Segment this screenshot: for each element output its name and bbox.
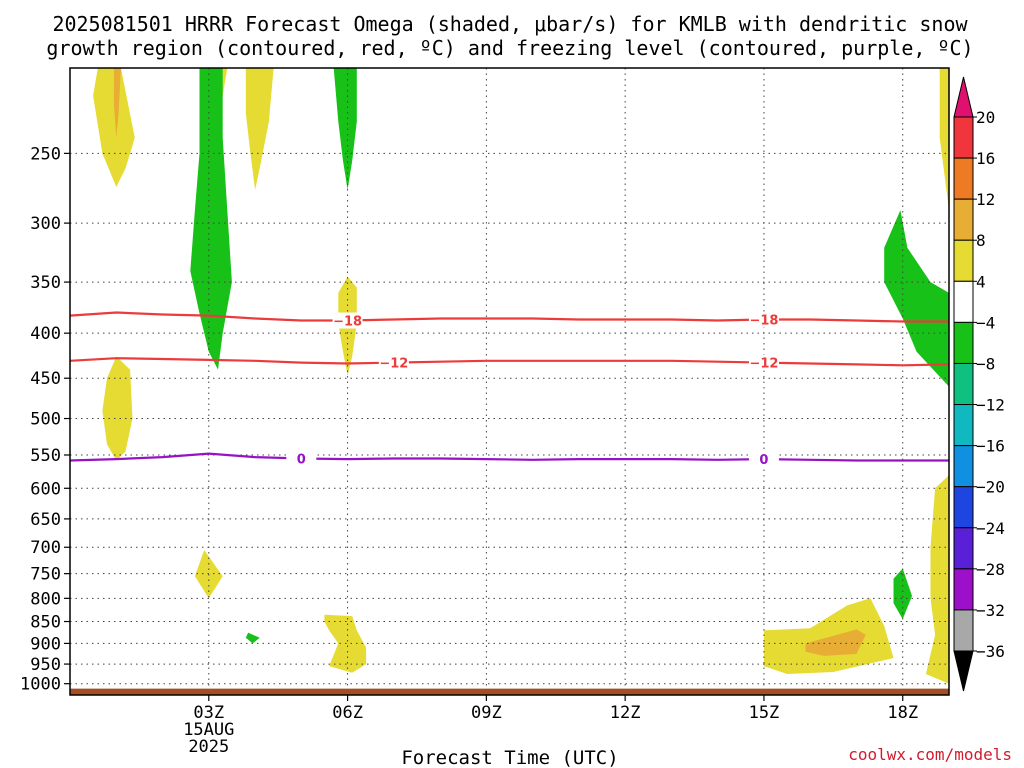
y-tick-label: 550: [30, 446, 61, 466]
chart-title-line-2: growth region (contoured, red, ºC) and f…: [46, 36, 973, 60]
contour-label-bg: [332, 312, 363, 329]
y-tick-label: 950: [30, 655, 61, 675]
omega-region-5: [333, 68, 357, 190]
colorbar-label: −16: [976, 437, 1005, 456]
colorbar-label: −20: [976, 478, 1005, 497]
contour-line--18: [70, 311, 949, 323]
x-tick-label: 15Z: [749, 703, 780, 723]
contour-label: 0: [297, 452, 306, 467]
y-tick-label: 450: [30, 369, 61, 389]
x-tick-label: 03Z: [193, 703, 224, 723]
colorbar-label: −12: [976, 396, 1005, 415]
plot-area: −18 −18 −12 −12 0 0: [70, 68, 949, 695]
omega-region-7: [102, 356, 133, 461]
colorbar-label: 20: [976, 108, 995, 127]
y-tick-label: 300: [30, 214, 61, 234]
x-tick-label: 09Z: [471, 703, 502, 723]
contour-label-bg: [378, 354, 409, 371]
contour-label: 0: [759, 453, 768, 468]
colorbar-bottom-arrow: [953, 650, 974, 692]
y-tick-label: 750: [30, 565, 61, 585]
contour-line-0: [70, 452, 949, 462]
credit-text: coolwx.com/models: [848, 745, 1012, 764]
colorbar-swatch: [953, 568, 974, 611]
omega-region-12: [805, 629, 866, 656]
colorbar-label: 8: [976, 231, 986, 250]
colorbar-label: −24: [976, 519, 1005, 538]
y-tick-label: 500: [30, 410, 61, 430]
x-tick-label: 18Z: [887, 703, 918, 723]
colorbar-label: −36: [976, 642, 1005, 661]
contour-label-bg: [748, 354, 779, 371]
contour-label: −12: [379, 357, 408, 372]
y-tick-label: 1000: [20, 675, 61, 695]
colorbar-swatch: [953, 445, 974, 488]
x-tick-date-label: 15AUG: [183, 720, 234, 740]
contour-label: −12: [749, 357, 778, 372]
grid-lines: [70, 68, 949, 695]
colorbar-label: −8: [976, 354, 995, 373]
contour-label: −18: [333, 315, 362, 330]
omega-region-9: [245, 632, 260, 644]
omega-region-15: [939, 68, 949, 211]
y-tick-label: 350: [30, 273, 61, 293]
omega-region-3: [245, 68, 274, 190]
colorbar: 20 16 12 8 4 −4 −8 −12 −16 −20 −24 −28 −32 −36: [953, 76, 1005, 692]
omega-region-1: [113, 68, 121, 138]
omega-region-14: [893, 568, 912, 620]
y-tick-label: 600: [30, 479, 61, 499]
x-tick-label: 06Z: [332, 703, 363, 723]
temperature-contours: −18 −18 −12 −12 0 0: [70, 311, 949, 468]
colorbar-label: 4: [976, 272, 986, 291]
contour-line--12: [70, 357, 949, 367]
y-tick-label: 850: [30, 613, 61, 633]
omega-region-4: [190, 68, 232, 370]
plot-frame: [69, 67, 950, 696]
colorbar-swatch: [953, 321, 974, 364]
x-tick-year-label: 2025: [188, 737, 229, 757]
terrain-fill: [70, 688, 949, 695]
contour-label-bg: [286, 450, 317, 467]
y-tick-label: 400: [30, 324, 61, 344]
colorbar-swatch: [953, 404, 974, 447]
colorbar-swatch: [953, 198, 974, 241]
y-tick-label: 800: [30, 589, 61, 609]
colorbar-swatch: [953, 609, 974, 652]
colorbar-top-arrow: [953, 76, 974, 118]
contour-label-bg: [748, 451, 779, 468]
omega-region-0: [93, 68, 135, 187]
colorbar-swatch: [953, 280, 974, 323]
x-axis-title: Forecast Time (UTC): [401, 747, 618, 768]
x-tick-label: 12Z: [610, 703, 641, 723]
colorbar-label: −32: [976, 601, 1005, 620]
y-tick-label: 700: [30, 538, 61, 558]
colorbar-label: 16: [976, 149, 995, 168]
colorbar-swatch: [953, 157, 974, 200]
colorbar-swatch: [953, 362, 974, 406]
y-tick-label: 650: [30, 510, 61, 530]
omega-region-16: [925, 475, 949, 684]
y-tick-label: 900: [30, 634, 61, 654]
y-axis: 2503003504004505005506006507007508008509…: [20, 144, 70, 695]
colorbar-swatch: [953, 486, 974, 529]
chart-title-line-1: 2025081501 HRRR Forecast Omega (shaded, …: [52, 12, 968, 36]
omega-region-11: [763, 598, 894, 674]
colorbar-label: 12: [976, 190, 995, 209]
contour-label: −18: [749, 314, 778, 329]
colorbar-label: −28: [976, 560, 1005, 579]
colorbar-swatch: [953, 239, 974, 282]
terrain-band: [70, 688, 949, 695]
y-tick-label: 250: [30, 144, 61, 164]
colorbar-swatch: [953, 527, 974, 570]
colorbar-swatch: [953, 116, 974, 159]
omega-shading: [93, 68, 949, 684]
colorbar-label: −4: [976, 313, 995, 332]
omega-region-13: [884, 210, 949, 387]
contour-label-bg: [748, 311, 779, 328]
